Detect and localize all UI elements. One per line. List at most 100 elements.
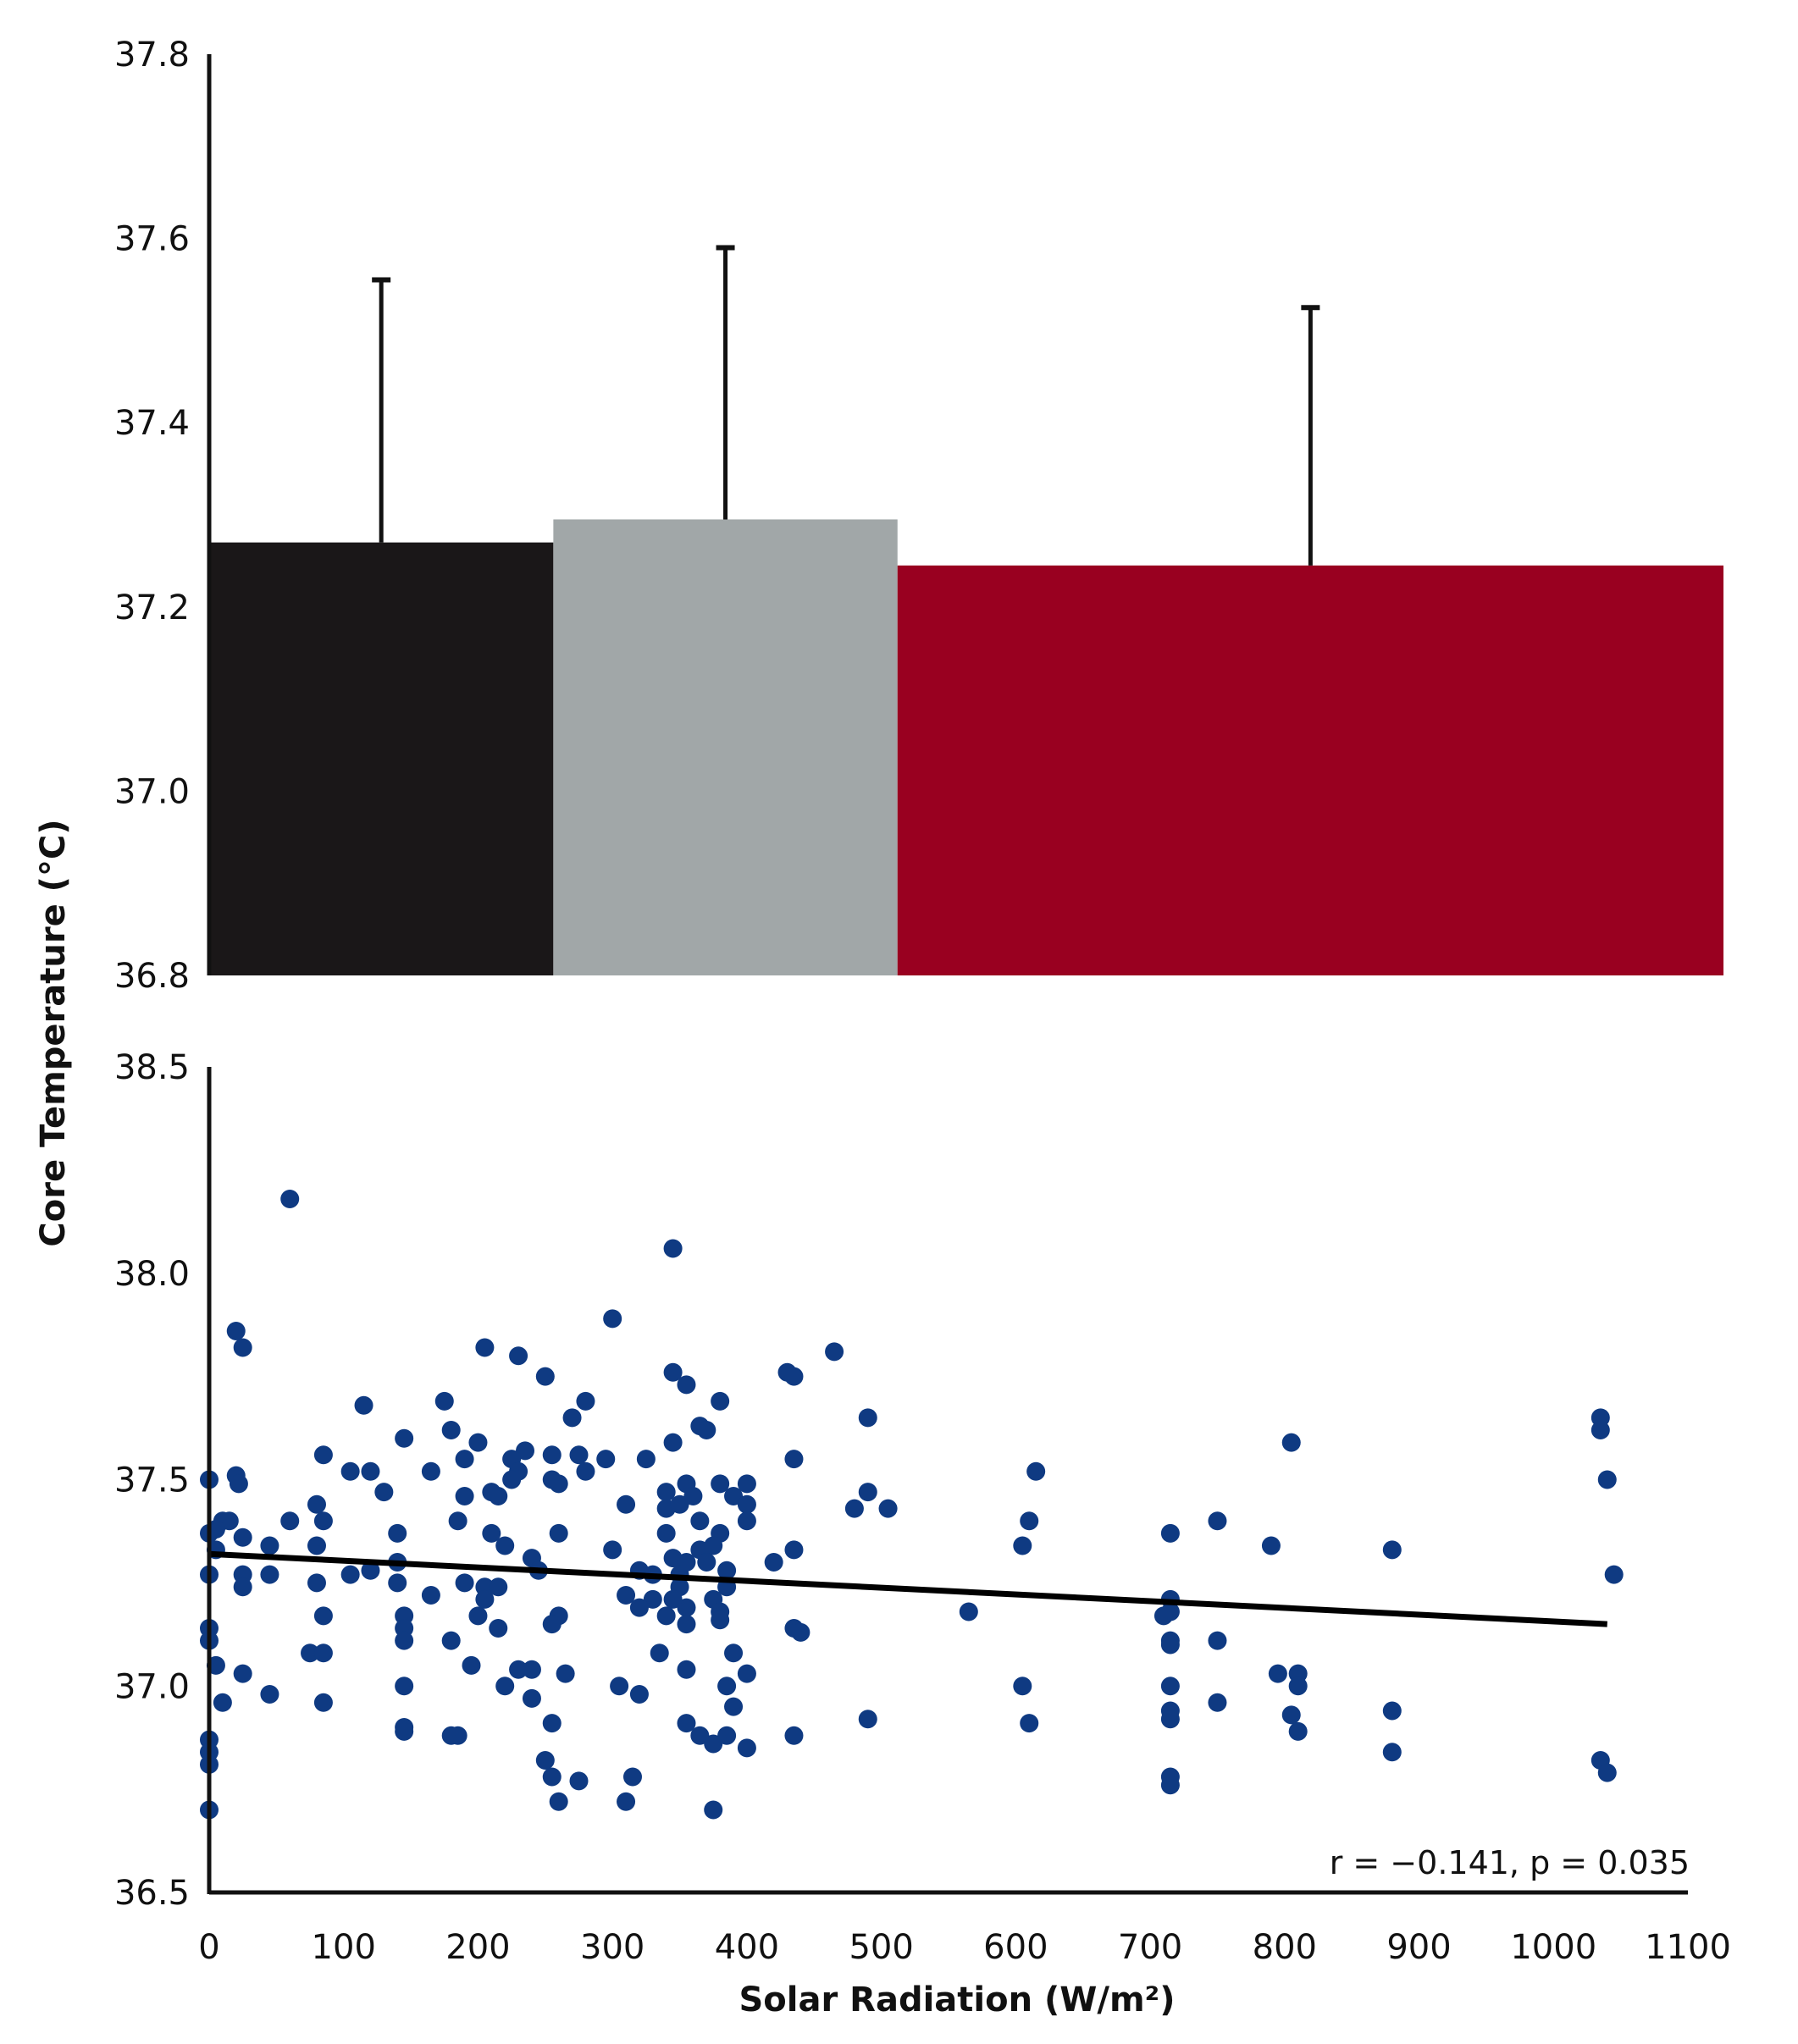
scatter-point [542,1767,562,1787]
scatter-point [677,1598,696,1617]
scatter-point [704,1734,723,1754]
scatter-point [313,1606,333,1626]
scatter-point [603,1540,622,1560]
scatter-point [542,1615,562,1634]
scatter-x-tick-label: 1100 [1645,1928,1731,1967]
scatter-point [677,1375,696,1395]
scatter-point [388,1573,407,1593]
scatter-point [1020,1714,1039,1733]
scatter-point [280,1190,300,1208]
scatter-x-tick-label: 600 [983,1928,1048,1967]
bar-group [209,519,1723,975]
scatter-point [556,1664,575,1683]
scatter-point [462,1655,481,1675]
scatter-y-tick-label: 38.0 [114,1255,190,1294]
scatter-point [307,1536,326,1555]
scatter-point [313,1511,333,1531]
scatter-point [455,1487,474,1505]
scatter-point [354,1395,373,1415]
scatter-point [622,1767,642,1787]
scatter-point [656,1606,676,1626]
scatter-point [650,1643,669,1663]
scatter-x-tick-label: 0 [198,1928,219,1967]
scatter-chart-panel: 38.5 38.0 37.5 37.0 36.5 0 100 200 300 400 500 600… [114,1048,1731,1967]
scatter-point [784,1367,804,1386]
scatter-point [1013,1677,1032,1696]
scatter-point [704,1800,723,1820]
scatter-point [690,1511,710,1531]
scatter-point [340,1461,360,1481]
scatter-point [656,1483,676,1502]
scatter-point [509,1346,528,1366]
scatter-point [395,1631,414,1650]
scatter-point [791,1622,810,1642]
x-axis-title: Solar Radiation (W/m²) [739,1980,1176,2019]
scatter-point [724,1697,744,1716]
scatter-point [213,1693,232,1712]
scatter-point [717,1677,737,1696]
scatter-point [549,1523,568,1543]
scatter-point [663,1589,683,1609]
regression-trendline [208,1550,1607,1627]
scatter-point [737,1738,756,1758]
bar-y-tick-label: 37.4 [114,404,190,443]
scatter-point [784,1450,804,1469]
scatter-point [226,1322,246,1340]
scatter-point [307,1573,326,1593]
scatter-point [535,1367,555,1386]
scatter-point [233,1338,252,1357]
scatter-point [307,1494,326,1514]
correlation-annotation: r = −0.141, p = 0.035 [1330,1844,1690,1881]
bar-chart-y-tick-labels: 37.8 37.6 37.4 37.2 37.0 36.8 [114,36,190,996]
scatter-point [562,1408,582,1428]
scatter-point [569,1771,589,1791]
scatter-point [542,1714,562,1733]
scatter-point [388,1523,407,1543]
scatter-point [617,1494,636,1514]
scatter-point [233,1527,252,1547]
scatter-point [764,1553,783,1572]
scatter-point [455,1450,474,1469]
scatter-point [468,1433,488,1452]
scatter-point [663,1433,683,1452]
bar-y-tick-label: 37.6 [114,220,190,259]
scatter-point [441,1421,461,1439]
scatter-point [711,1610,730,1630]
scatter-point [610,1677,629,1696]
error-bar-group [372,245,1320,566]
scatter-point [489,1619,508,1638]
scatter-point [1160,1710,1180,1729]
scatter-point [1281,1433,1301,1452]
scatter-point [509,1660,528,1679]
scatter-point [233,1577,252,1597]
scatter-y-tick-label: 37.5 [114,1461,190,1500]
scatter-point [1382,1540,1402,1560]
scatter-point [313,1643,333,1663]
scatter-point [549,1792,568,1811]
scatter-point [663,1362,683,1382]
scatter-point [1604,1565,1624,1584]
scatter-point [482,1523,501,1543]
scatter-point [636,1450,656,1469]
y-axis-title: Core Temperature (°C) [34,819,73,1246]
scatter-y-tick-labels: 38.5 38.0 37.5 37.0 36.5 [114,1048,190,1913]
scatter-point [468,1606,488,1626]
scatter-point [535,1751,555,1770]
scatter-y-tick-label: 38.5 [114,1048,190,1087]
scatter-point [502,1470,522,1489]
scatter-point [549,1474,568,1494]
scatter-point [1288,1721,1308,1741]
scatter-point [1597,1763,1617,1782]
scatter-point [374,1483,394,1502]
scatter-point [878,1499,898,1518]
scatter-point [670,1494,689,1514]
scatter-point [724,1487,744,1505]
scatter-point [1208,1631,1227,1650]
scatter-point [677,1660,696,1679]
scatter-point [697,1553,716,1572]
scatter-point [1160,1677,1180,1696]
scatter-point [683,1487,703,1505]
scatter-point [603,1309,622,1329]
scatter-point [569,1445,589,1465]
